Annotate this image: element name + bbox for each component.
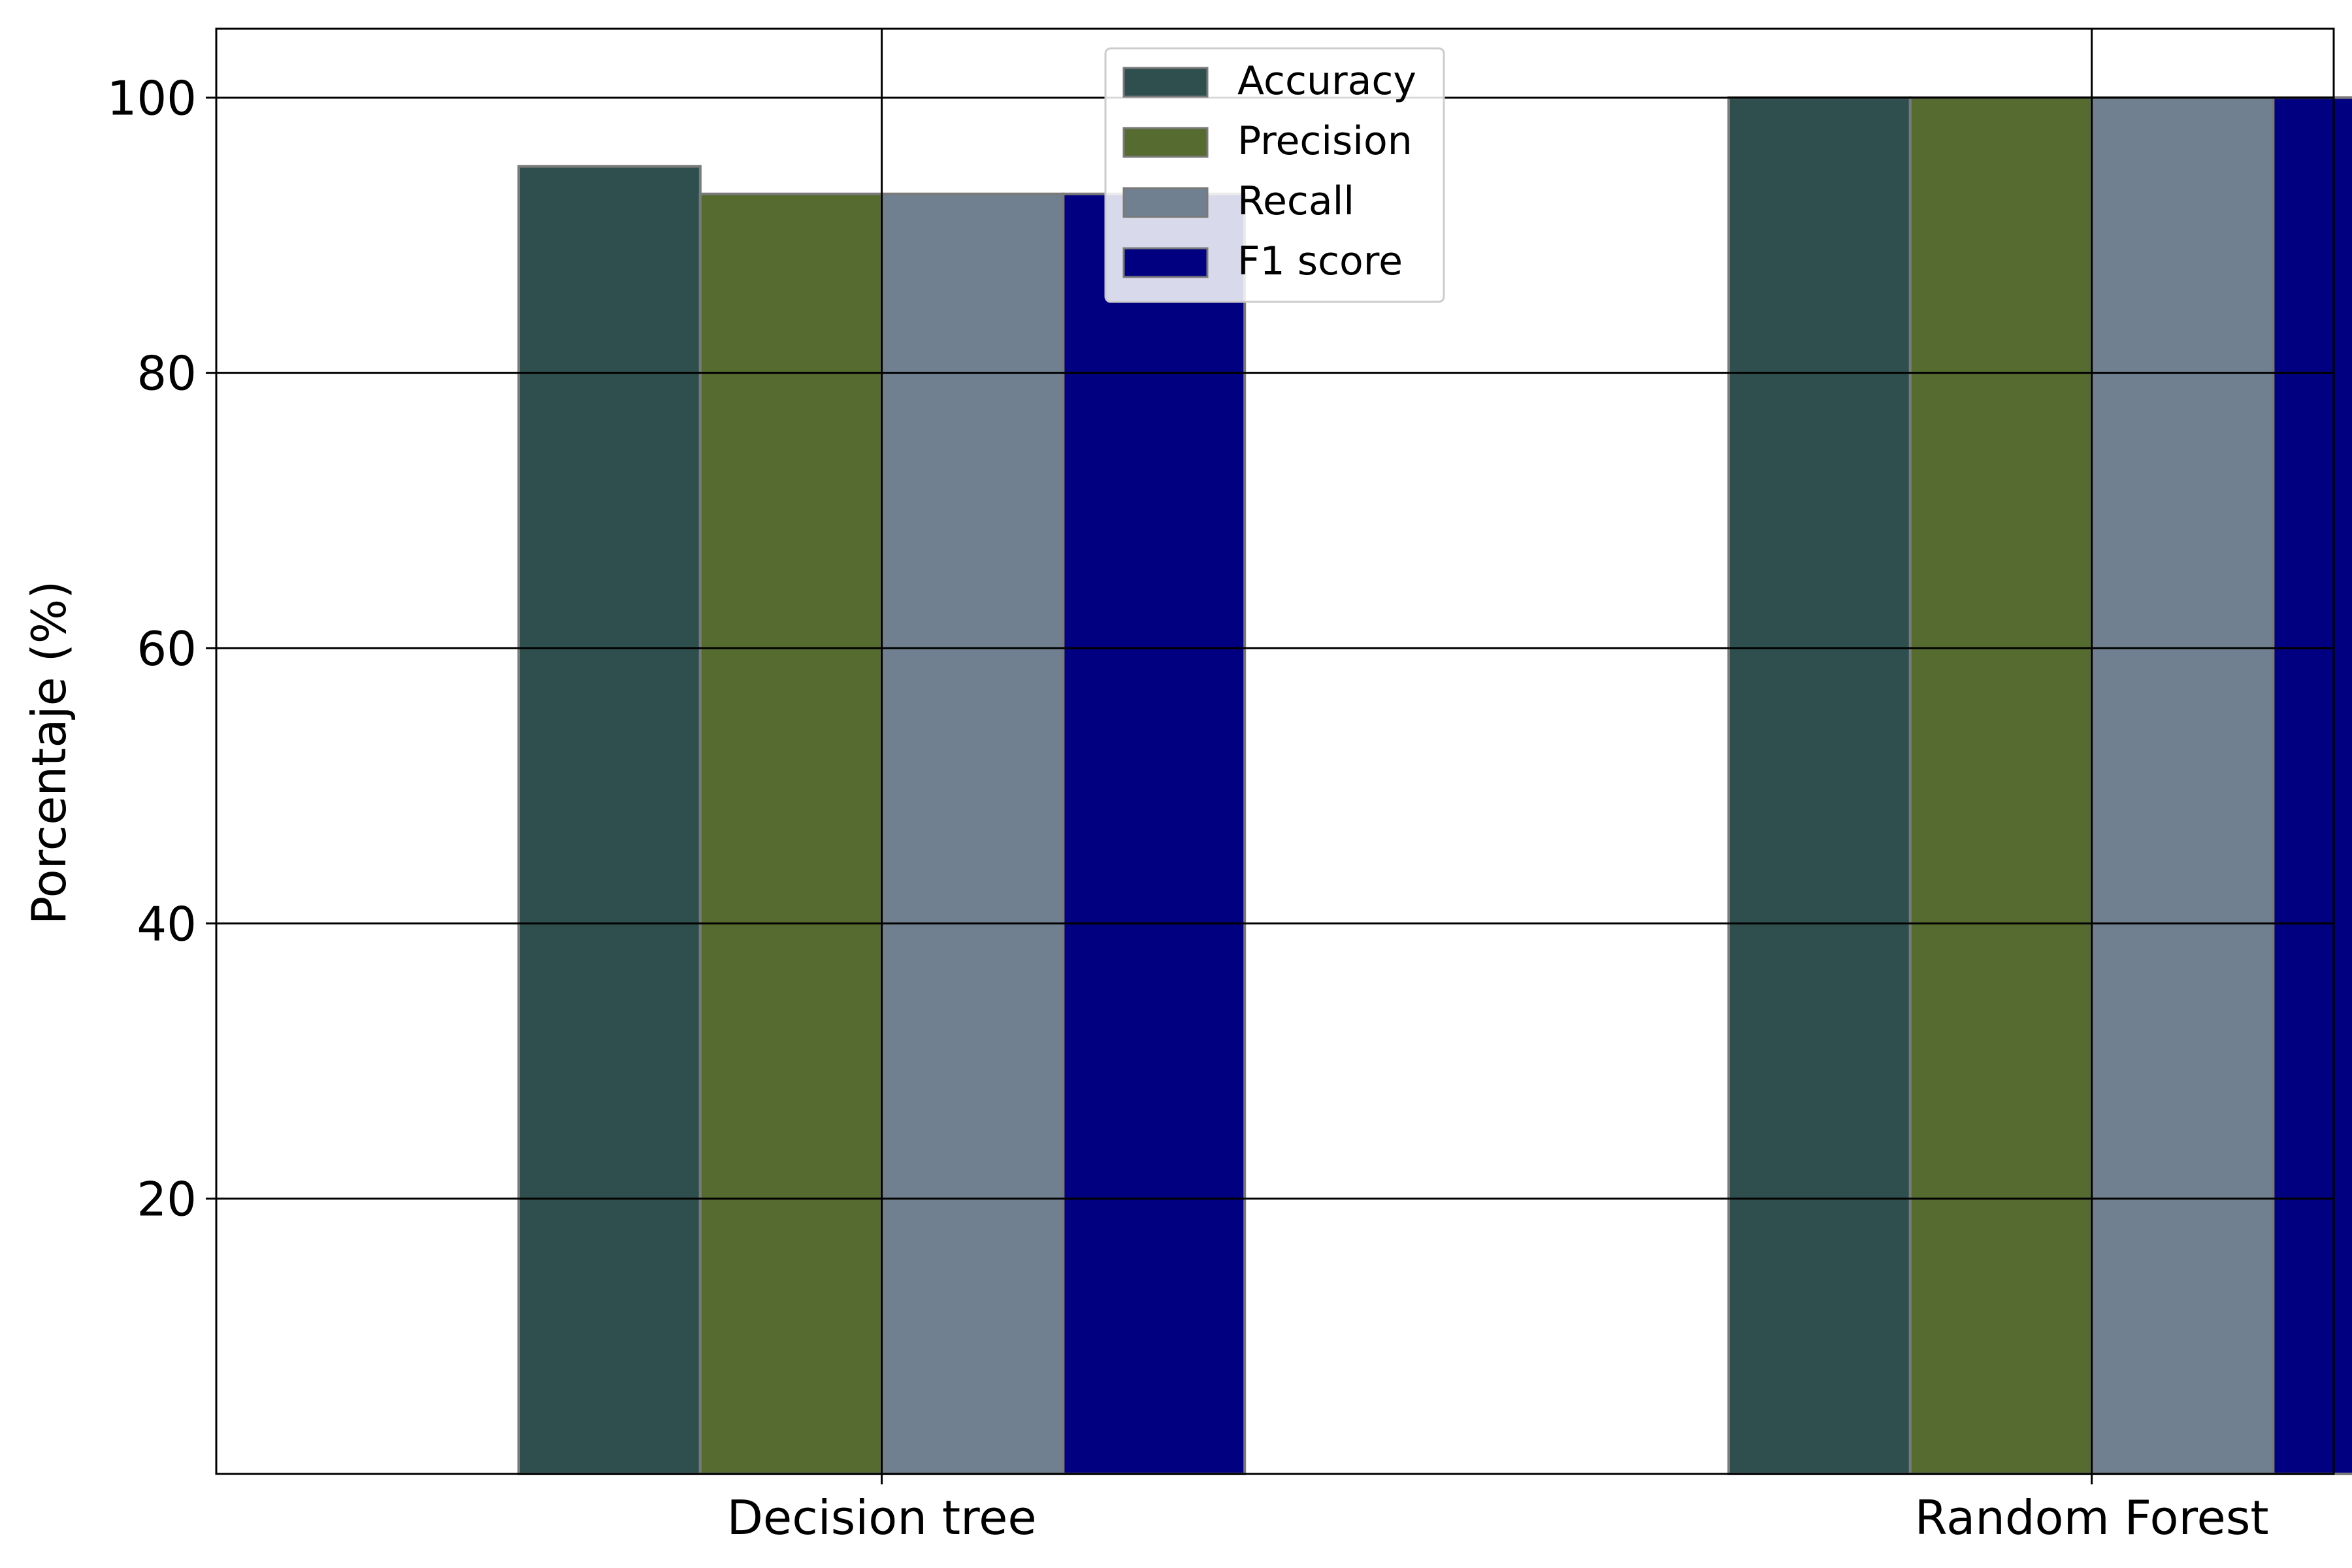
legend-swatch-0	[1122, 67, 1209, 98]
bar-recall-1	[2090, 96, 2275, 1476]
bar-precision-1	[1908, 96, 2093, 1476]
y-tick-label-100: 100	[107, 71, 197, 125]
plot-area: 20 40 60 80 100 Decision tree Random Forest Acc…	[107, 27, 2352, 1545]
legend-swatch-2	[1122, 187, 1209, 218]
y-tick-label-20: 20	[137, 1172, 197, 1227]
y-tick-label-60: 60	[137, 621, 197, 676]
bar-accuracy-0	[517, 165, 702, 1476]
legend-swatch-3	[1122, 247, 1209, 278]
legend-label-3: F1 score	[1237, 238, 1403, 284]
bar-f1-score-0	[1062, 192, 1247, 1475]
y-tick-label-40: 40	[137, 896, 197, 951]
bar-f1-score-1	[2272, 96, 2352, 1476]
bar-recall-0	[880, 192, 1065, 1475]
x-tick-label-1: Random Forest	[1915, 1490, 2269, 1545]
legend-label-2: Recall	[1237, 178, 1354, 224]
y-tick-label-80: 80	[137, 346, 197, 401]
x-tick-label-0: Decision tree	[727, 1490, 1036, 1545]
y-axis-label: Porcentaje (%)	[22, 581, 76, 925]
plot-frame	[215, 27, 2335, 1475]
bar-accuracy-1	[1727, 96, 1912, 1476]
bar-precision-0	[698, 192, 883, 1475]
legend-box	[1104, 47, 1445, 303]
legend-label-0: Accuracy	[1237, 58, 1416, 104]
legend-swatch-1	[1122, 127, 1209, 158]
legend-label-1: Precision	[1237, 118, 1413, 164]
